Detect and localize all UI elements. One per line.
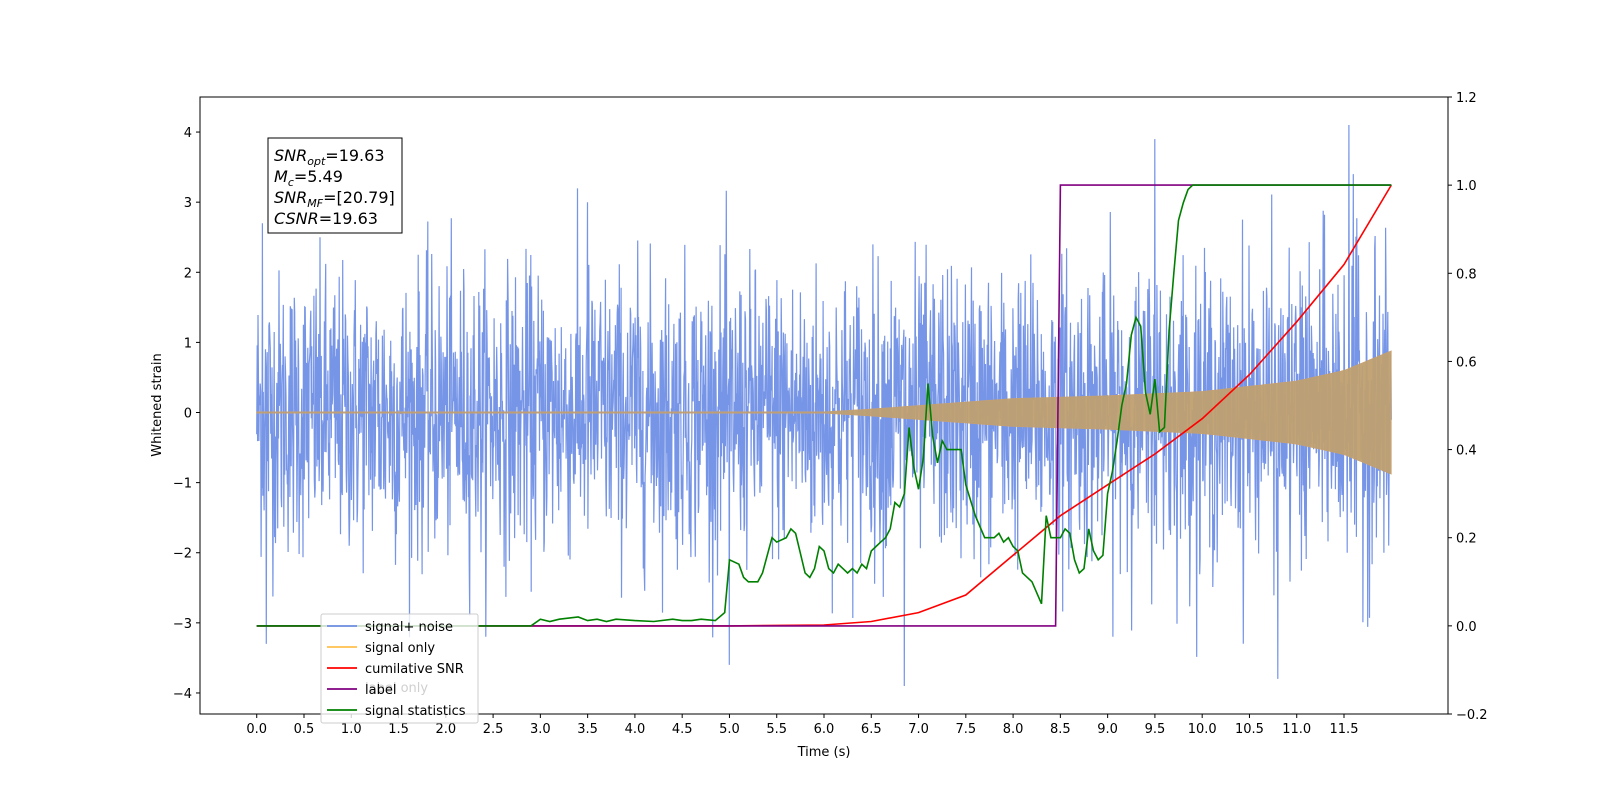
x-tick-label: 7.5 xyxy=(955,722,976,737)
legend-label: label xyxy=(365,683,396,698)
x-tick-label: 1.0 xyxy=(341,722,362,737)
x-tick-label: 10.5 xyxy=(1235,722,1264,737)
y-tick-label: −4 xyxy=(173,687,192,702)
series-signal-only xyxy=(256,350,1392,475)
y-tick-label: −2 xyxy=(173,547,192,562)
x-tick-label: 6.5 xyxy=(861,722,882,737)
legend-label: signal statistics xyxy=(365,704,466,719)
legend-label: signal only xyxy=(365,641,435,656)
y-tick-label: −3 xyxy=(173,617,192,632)
legend-label: signal+ noise xyxy=(365,620,453,635)
x-tick-label: 3.0 xyxy=(530,722,551,737)
y2-tick-label: 0.8 xyxy=(1456,267,1477,282)
legend-frame xyxy=(320,613,479,724)
x-tick-label: 9.0 xyxy=(1097,722,1118,737)
y-tick-label: 3 xyxy=(184,196,192,211)
y2-tick-label: 0.6 xyxy=(1456,355,1477,370)
y2-tick-label: 0.0 xyxy=(1456,620,1477,635)
legend: label only signal+ noise signal only cumila… xyxy=(320,613,479,724)
y-tick-label: 2 xyxy=(184,266,192,281)
x-axis-label: Time (s) xyxy=(797,745,851,760)
stats-line: SNRopt=19.63 xyxy=(274,146,385,168)
stats-line: SNRMF=[20.79] xyxy=(274,188,395,210)
x-tick-label: 2.5 xyxy=(483,722,504,737)
series-signal-statistics xyxy=(256,184,1392,627)
y2-tick-label: 0.4 xyxy=(1456,444,1477,459)
x-tick-label: 1.5 xyxy=(388,722,409,737)
x-tick-label: 9.5 xyxy=(1145,722,1166,737)
y-tick-label: 4 xyxy=(184,126,192,141)
x-tick-label: 6.0 xyxy=(814,722,835,737)
x-tick-label: 2.0 xyxy=(435,722,456,737)
x-tick-label: 5.0 xyxy=(719,722,740,737)
stats-line: CSNR=19.63 xyxy=(274,209,378,228)
stats-box-frame xyxy=(267,137,403,234)
x-tick-label: 10.0 xyxy=(1188,722,1217,737)
y-tick-label: −1 xyxy=(173,477,192,492)
x-tick-label: 4.5 xyxy=(672,722,693,737)
y2-tick-label: 1.0 xyxy=(1456,179,1477,194)
axis-ticks: 0.0 0.5 1.0 1.5 2.0 2.5 3.0 3.5 4.0 4.5 5.0 5.5 6.0 6… xyxy=(173,91,1488,737)
y2-tick-label: 0.2 xyxy=(1456,532,1477,547)
y-tick-label: 0 xyxy=(184,407,192,422)
legend-overlap-text: label only xyxy=(365,681,428,696)
y2-tick-label: −0.2 xyxy=(1456,708,1488,723)
x-tick-label: 5.5 xyxy=(766,722,787,737)
y-axis-label: Whitened strain xyxy=(150,353,165,456)
x-tick-label: 8.0 xyxy=(1003,722,1024,737)
plot-area xyxy=(256,124,1392,687)
series-cumilative-snr xyxy=(256,184,1392,627)
y-tick-label: 1 xyxy=(184,336,192,351)
x-tick-label: 7.0 xyxy=(908,722,929,737)
x-tick-label: 11.5 xyxy=(1330,722,1359,737)
stats-line: Mc=5.49 xyxy=(274,167,343,189)
stats-box: SNRopt=19.63Mc=5.49SNRMF=[20.79]CSNR=19.… xyxy=(267,137,403,234)
legend-label: cumilative SNR xyxy=(365,662,464,677)
x-tick-label: 0.0 xyxy=(246,722,267,737)
y2-tick-label: 1.2 xyxy=(1456,91,1477,106)
x-tick-label: 4.0 xyxy=(625,722,646,737)
x-tick-label: 8.5 xyxy=(1050,722,1071,737)
x-tick-label: 11.0 xyxy=(1282,722,1311,737)
x-tick-label: 3.5 xyxy=(577,722,598,737)
x-tick-label: 0.5 xyxy=(294,722,315,737)
